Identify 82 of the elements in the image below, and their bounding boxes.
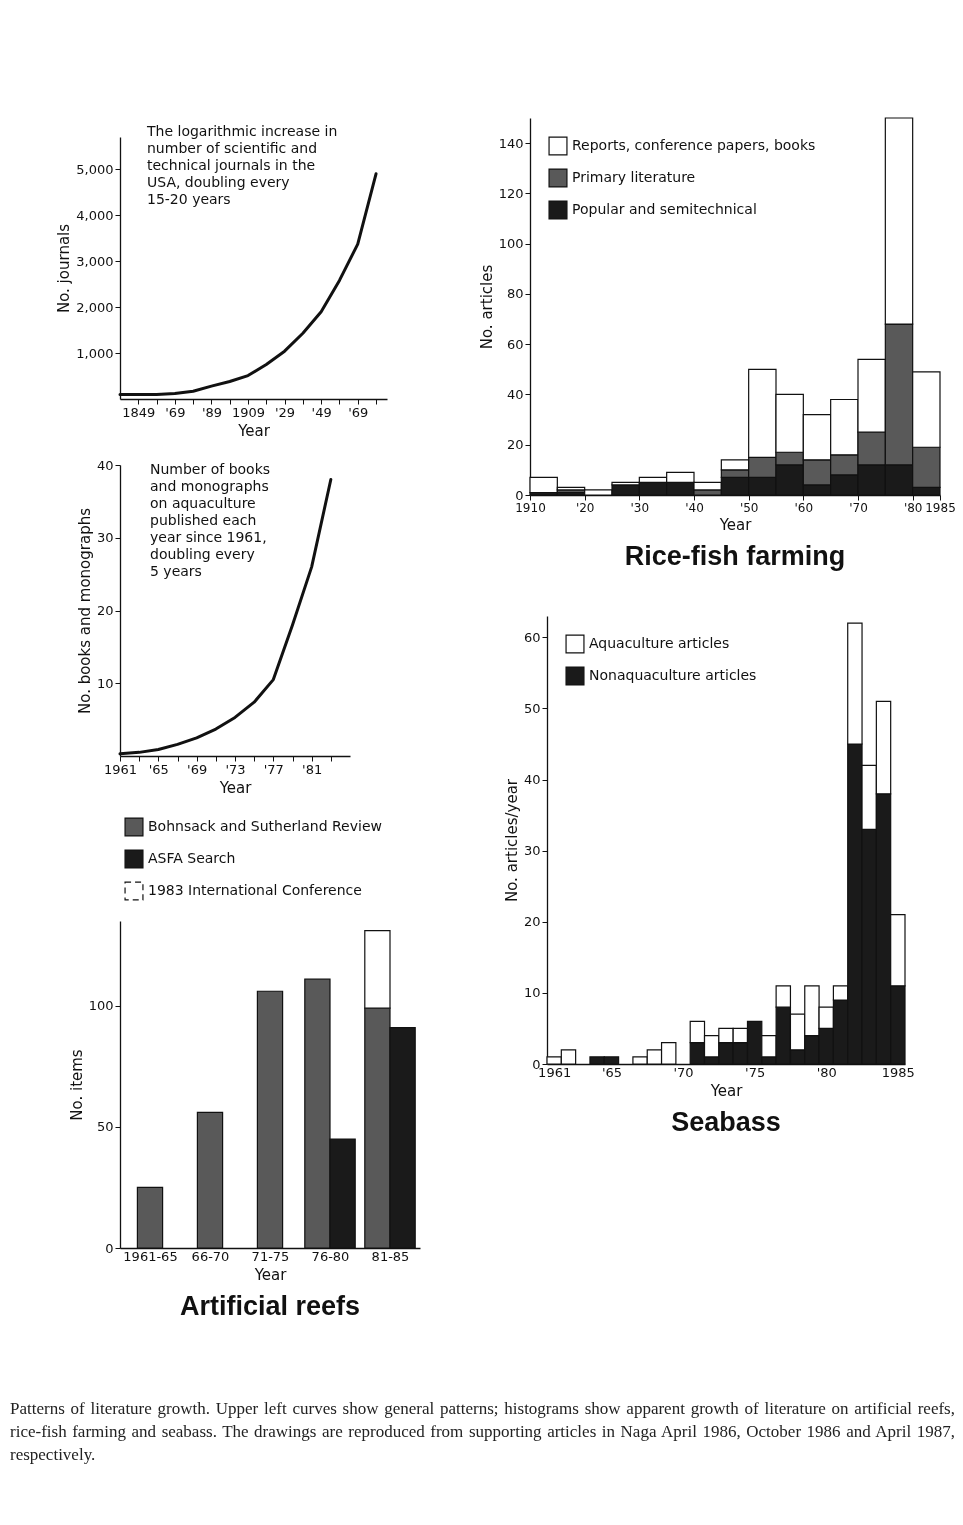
x-tick-label: '73	[225, 761, 246, 777]
legend-label: Primary literature	[572, 169, 696, 185]
y-tick-label: 100	[498, 236, 524, 252]
x-tick-label: '69	[187, 761, 208, 777]
legend-label: Nonaquaculture articles	[589, 667, 757, 683]
text: Rice-fish farming	[624, 541, 846, 571]
y-tick-label: 20	[506, 437, 524, 453]
y-tick-label: 120	[498, 185, 524, 201]
x-tick-label: '50	[739, 500, 759, 515]
y-tick-label: 0	[105, 1240, 114, 1256]
x-tick-label: 1961-65	[123, 1248, 178, 1264]
x-tick-label: '69	[165, 404, 186, 420]
x-tick-label: 76-80	[311, 1248, 350, 1264]
x-axis-title: Year	[718, 515, 753, 534]
x-tick-label: 71-75	[251, 1248, 290, 1264]
x-tick-label: '29	[275, 404, 296, 420]
x-tick-label: 66-70	[191, 1248, 230, 1264]
x-axis-title: Year	[237, 421, 271, 440]
y-tick-label: 50	[96, 1119, 114, 1135]
y-tick-label: 60	[506, 336, 524, 352]
legend-label: 1983 International Conference	[148, 882, 362, 898]
y-axis-title: No. journals	[55, 223, 74, 314]
x-tick-label: '30	[630, 500, 650, 515]
x-tick-label: '80	[903, 500, 923, 515]
x-tick-label: '89	[201, 404, 222, 420]
legend-label: Popular and semitechnical	[572, 201, 757, 217]
y-tick-label: 1,000	[76, 345, 114, 361]
x-tick-label: '80	[816, 1064, 837, 1080]
y-tick-label: 40	[96, 457, 114, 473]
legend-label: Reports, conference papers, books	[572, 137, 816, 153]
x-tick-label: 1961	[103, 761, 138, 777]
x-tick-label: '75	[745, 1064, 766, 1080]
y-tick-label: 30	[523, 843, 541, 859]
x-tick-label: '60	[794, 500, 814, 515]
legend-label: Aquaculture articles	[589, 635, 730, 651]
y-tick-label: 80	[506, 286, 524, 302]
x-tick-label: '70	[849, 500, 868, 515]
annotation: Number of books and monographs on aquaculture published each year since 1961, doubling every 5 years	[150, 461, 271, 579]
x-tick-label: 1910	[515, 500, 546, 515]
x-tick-label: 81-85	[371, 1248, 410, 1264]
x-tick-label: '65	[148, 761, 169, 777]
annotation: The logarithmic increase in number of scientific and technical journals in the USA, doubling every 15-20 years	[146, 123, 338, 207]
y-axis-title: No. articles	[477, 264, 496, 350]
legend-label: Bohnsack and Sutherland Review	[148, 818, 382, 834]
x-tick-label: '65	[601, 1064, 622, 1080]
y-axis-title: No. items	[67, 1049, 86, 1121]
y-tick-label: 5,000	[76, 161, 114, 177]
x-tick-label: '81	[302, 761, 323, 777]
x-tick-label: 1985	[881, 1064, 915, 1080]
y-tick-label: 50	[523, 700, 541, 716]
y-tick-label: 3,000	[76, 253, 114, 269]
y-tick-label: 100	[88, 998, 114, 1014]
y-tick-label: 20	[96, 603, 114, 618]
x-tick-label: 1909	[231, 404, 266, 420]
x-axis-title: Year	[253, 1265, 288, 1284]
x-tick-label: 1849	[122, 404, 156, 420]
y-tick-label: 20	[523, 914, 541, 930]
y-tick-label: 4,000	[76, 207, 114, 223]
y-tick-label: 40	[506, 386, 524, 402]
x-tick-label: '77	[263, 761, 284, 777]
y-tick-label: 10	[96, 675, 114, 691]
text: Patterns of literature growth. Upper left curves show general patterns; histograms show apparent growth of literature on artificial reefs, rice-fish farming and seabass. The drawings are reproduced from supporting articles in Naga April 1986, October 1986 and April 1987, respectively.	[10, 1398, 955, 1466]
x-tick-label: 1985	[925, 500, 956, 515]
y-tick-label: 10	[523, 985, 541, 1001]
y-axis-title: No. articles/year	[502, 778, 521, 903]
x-tick-label: '70	[673, 1064, 694, 1080]
y-tick-label: 0	[515, 487, 524, 503]
y-tick-label: 30	[96, 530, 114, 546]
x-tick-label: '20	[575, 500, 595, 515]
y-tick-label: 2,000	[76, 299, 114, 315]
x-axis-title: Year	[218, 778, 253, 797]
x-tick-label: '40	[685, 500, 704, 515]
legend-label: ASFA Search	[148, 850, 236, 866]
y-tick-label: 140	[498, 135, 524, 151]
text: Seabass	[671, 1107, 781, 1137]
x-axis-title: Year	[709, 1081, 744, 1100]
y-tick-label: 40	[523, 772, 541, 788]
y-tick-label: 60	[523, 629, 541, 645]
x-tick-label: '49	[311, 404, 332, 420]
y-axis-title: No. books and monographs	[75, 507, 94, 715]
x-tick-label: '69	[348, 404, 369, 420]
text: Artificial reefs	[179, 1291, 361, 1321]
